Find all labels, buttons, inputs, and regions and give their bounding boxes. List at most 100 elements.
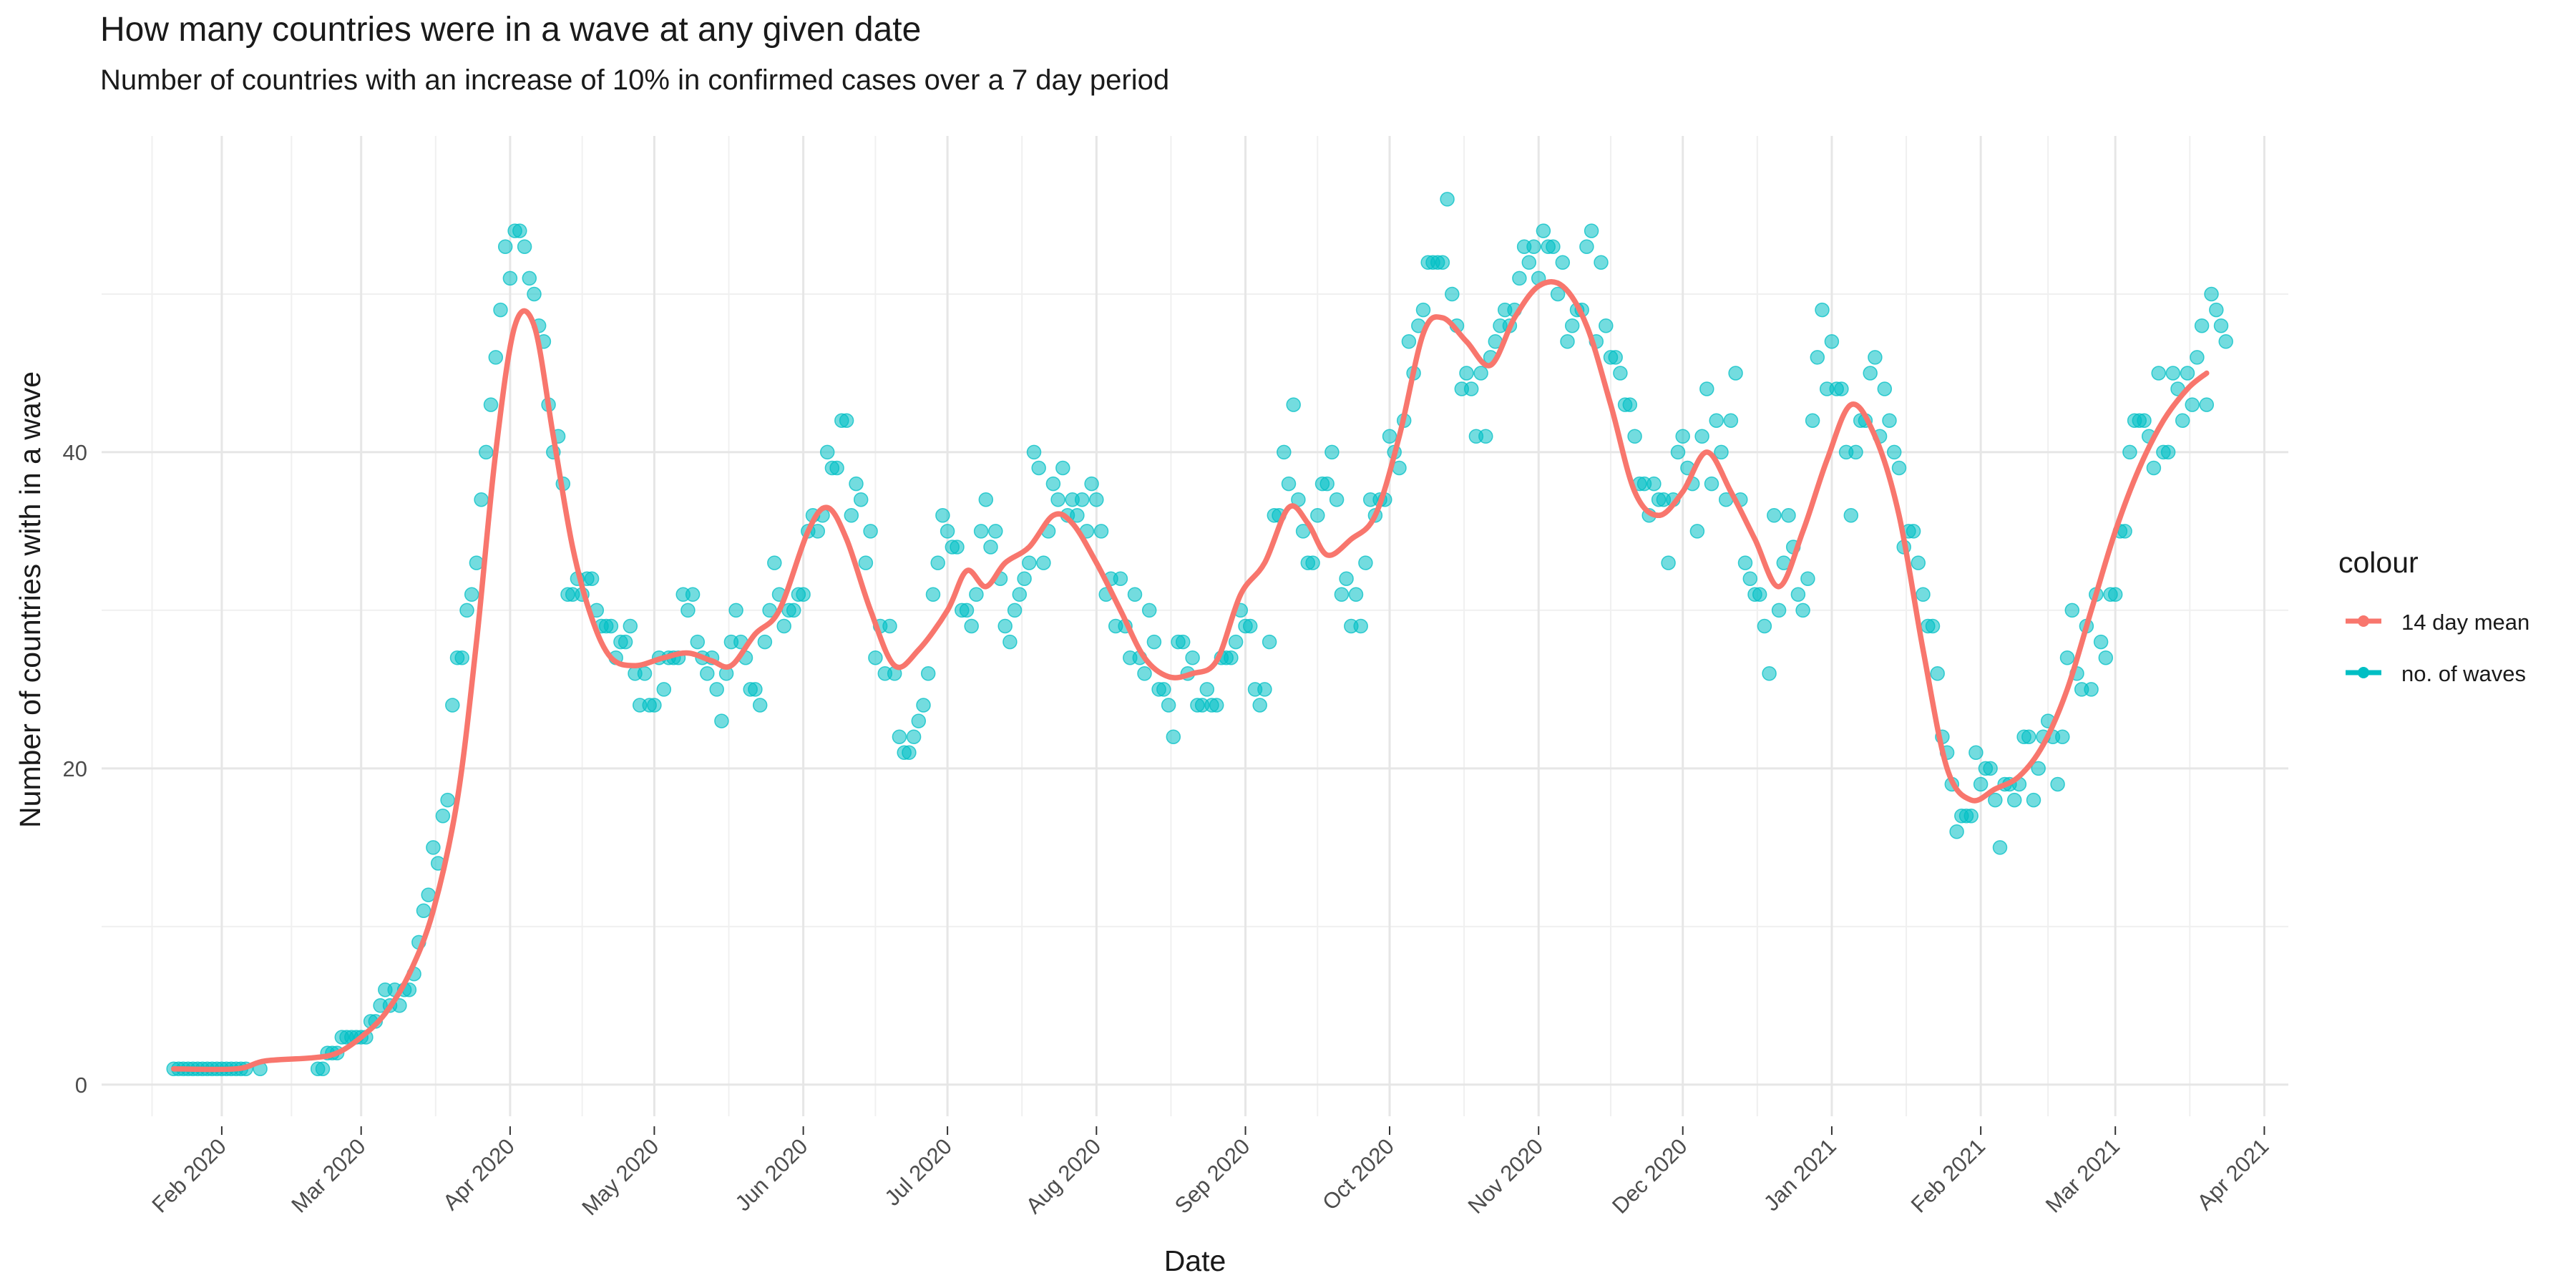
wave-point bbox=[920, 666, 936, 681]
wave-point bbox=[1459, 366, 1474, 381]
wave-point bbox=[1699, 381, 1714, 396]
wave-point bbox=[1415, 302, 1431, 318]
wave-point bbox=[839, 413, 854, 428]
wave-point bbox=[603, 618, 619, 634]
wave-point bbox=[1526, 239, 1541, 254]
wave-point bbox=[1752, 587, 1767, 602]
wave-point bbox=[459, 602, 474, 618]
wave-point bbox=[853, 492, 869, 507]
x-tick-label: Feb 2020 bbox=[147, 1133, 230, 1217]
wave-point bbox=[623, 618, 638, 634]
wave-point bbox=[1709, 413, 1724, 428]
wave-point bbox=[1790, 587, 1806, 602]
wave-point bbox=[1002, 634, 1018, 650]
wave-point bbox=[969, 587, 984, 602]
wave-point bbox=[1988, 792, 2003, 808]
wave-point bbox=[522, 270, 537, 286]
wave-point bbox=[1252, 698, 1267, 713]
wave-point bbox=[1473, 366, 1488, 381]
wave-point bbox=[786, 602, 801, 618]
wave-point bbox=[2199, 397, 2215, 412]
wave-point bbox=[1877, 381, 1893, 396]
wave-point bbox=[1622, 397, 1638, 412]
wave-point bbox=[2190, 350, 2205, 365]
wave-point bbox=[868, 650, 883, 665]
wave-point bbox=[1113, 571, 1128, 586]
y-axis-title: Number of countries with in a wave bbox=[14, 371, 47, 828]
y-tick-label: 20 bbox=[63, 756, 87, 781]
wave-point bbox=[2021, 729, 2036, 744]
wave-point bbox=[1627, 429, 1642, 444]
wave-point bbox=[1564, 318, 1580, 333]
wave-point bbox=[1762, 666, 1777, 681]
wave-point bbox=[1594, 255, 1609, 270]
wave-point bbox=[1891, 460, 1907, 476]
wave-point bbox=[863, 524, 878, 539]
wave-point bbox=[1863, 366, 1878, 381]
wave-point bbox=[1339, 571, 1354, 586]
wave-point bbox=[685, 587, 701, 602]
wave-point bbox=[1286, 397, 1301, 412]
wave-point bbox=[1579, 239, 1594, 254]
wave-point bbox=[464, 587, 479, 602]
wave-point bbox=[1560, 334, 1575, 349]
wave-point bbox=[925, 587, 941, 602]
wave-point bbox=[2117, 524, 2132, 539]
x-tick-label: Feb 2021 bbox=[1906, 1133, 1990, 1217]
wave-point bbox=[997, 618, 1013, 634]
wave-point bbox=[1089, 492, 1104, 507]
wave-point bbox=[1843, 508, 1859, 523]
wave-point bbox=[1536, 223, 1551, 238]
wave-point bbox=[1242, 618, 1258, 634]
wave-point bbox=[1925, 618, 1941, 634]
wave-point bbox=[1868, 350, 1883, 365]
wave-point bbox=[1017, 571, 1032, 586]
wave-point bbox=[680, 602, 696, 618]
wave-point bbox=[1127, 587, 1143, 602]
y-axis: 0 20 40 bbox=[63, 440, 87, 1098]
chart-title: How many countries were in a wave at any… bbox=[100, 11, 922, 49]
wave-point bbox=[930, 555, 945, 570]
x-tick-label: Apr 2020 bbox=[438, 1133, 519, 1215]
wave-point bbox=[2185, 397, 2200, 412]
wave-point bbox=[1012, 587, 1028, 602]
wave-point bbox=[618, 634, 633, 650]
wave-point bbox=[2165, 366, 2181, 381]
wave-point bbox=[1137, 666, 1152, 681]
wave-point bbox=[421, 887, 436, 902]
wave-point bbox=[493, 302, 508, 318]
wave-point bbox=[1055, 460, 1070, 476]
wave-point bbox=[1608, 350, 1623, 365]
wave-point bbox=[1209, 698, 1224, 713]
x-tick-label: Aug 2020 bbox=[1021, 1133, 1106, 1219]
wave-point bbox=[2151, 366, 2166, 381]
wave-point bbox=[1983, 761, 1998, 776]
wave-point bbox=[1445, 286, 1460, 302]
wave-point bbox=[2175, 413, 2190, 428]
wave-point bbox=[1199, 682, 1215, 697]
wave-point bbox=[916, 698, 931, 713]
wave-point bbox=[1478, 429, 1493, 444]
wave-point bbox=[1074, 492, 1090, 507]
legend: colour 14 day mean no. of waves bbox=[2338, 546, 2529, 686]
wave-point bbox=[445, 698, 460, 713]
wave-point bbox=[1353, 618, 1368, 634]
wave-point bbox=[1334, 587, 1350, 602]
wave-point bbox=[1800, 571, 1815, 586]
wave-point bbox=[940, 524, 955, 539]
wave-point bbox=[1723, 413, 1739, 428]
wave-point bbox=[1277, 444, 1292, 460]
wave-point bbox=[1031, 460, 1046, 476]
wave-point bbox=[1550, 286, 1566, 302]
wave-point bbox=[1050, 492, 1065, 507]
wave-point bbox=[416, 903, 431, 918]
x-tick-label: Oct 2020 bbox=[1317, 1133, 1399, 1215]
legend-key-mean-dot bbox=[2358, 615, 2369, 627]
wave-point bbox=[1584, 223, 1599, 238]
x-tick-label: Sep 2020 bbox=[1170, 1133, 1255, 1219]
wave-point bbox=[1319, 476, 1335, 492]
wave-point bbox=[2026, 792, 2041, 808]
wave-point bbox=[488, 350, 504, 365]
wave-point bbox=[1694, 429, 1709, 444]
